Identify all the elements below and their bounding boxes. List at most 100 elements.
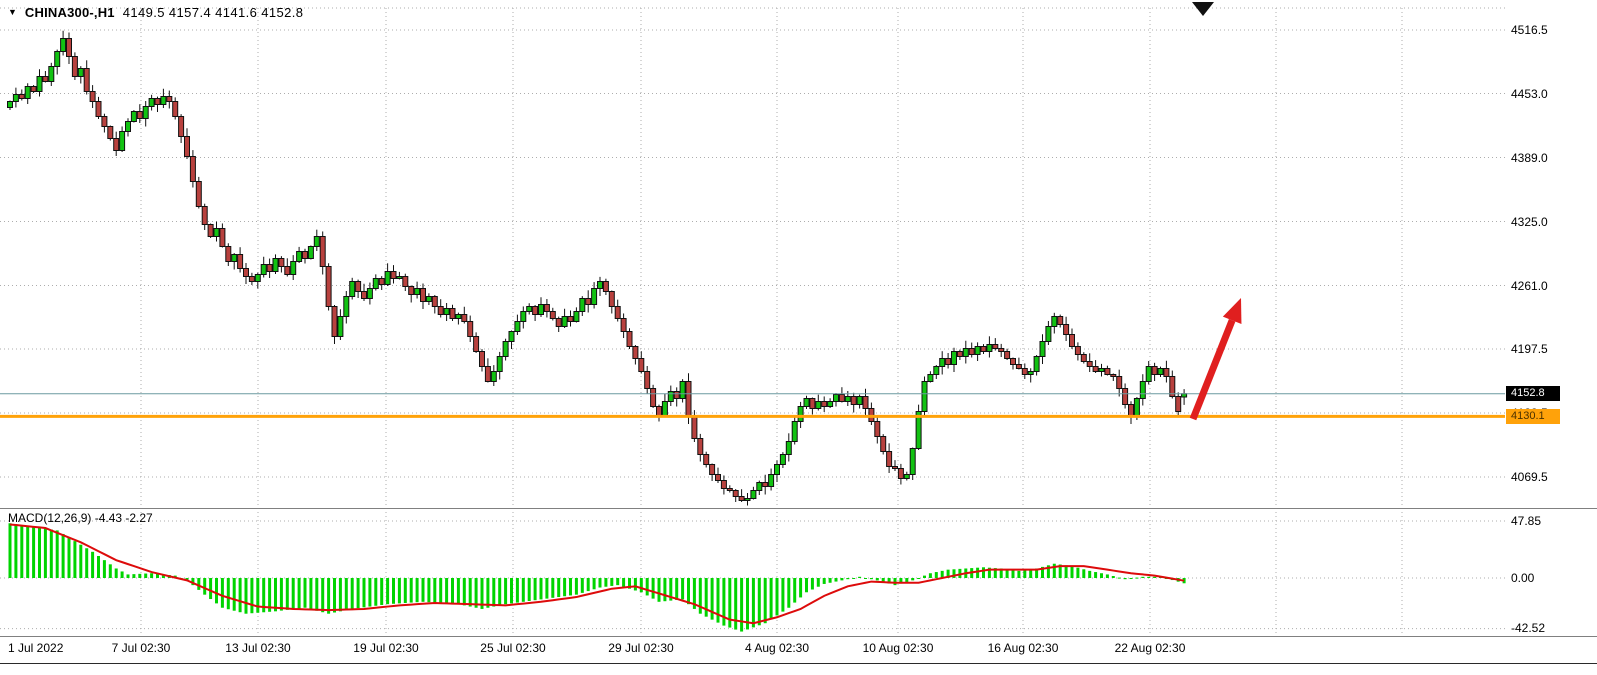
candle-body [750, 490, 757, 499]
candle-body [307, 246, 314, 259]
macd-bar [203, 578, 207, 595]
macd-bar [728, 578, 732, 628]
candle-body [779, 454, 786, 465]
candle-body [709, 464, 716, 475]
candle-body [538, 304, 544, 315]
macd-bar [244, 578, 248, 614]
candle-body [526, 306, 533, 312]
macd-bar [810, 578, 814, 590]
macd-bar [687, 578, 690, 605]
candle-body [378, 278, 385, 285]
candle-body [945, 358, 952, 365]
macd-bar [456, 578, 460, 605]
candle-body [998, 348, 1005, 352]
candle-body [1010, 358, 1016, 365]
price-tick-label: 4069.5 [1511, 470, 1548, 484]
candle-body [1080, 354, 1087, 362]
candle-body [897, 468, 904, 479]
macd-bar [869, 578, 873, 580]
macd-bar [816, 578, 820, 587]
candle-body [856, 396, 863, 405]
macd-bar [521, 578, 525, 602]
candle-body [532, 306, 539, 315]
candle-body [237, 254, 244, 269]
macd-bar [185, 578, 189, 581]
candle-body [927, 374, 934, 382]
macd-bar [333, 578, 336, 613]
candle-body [225, 246, 232, 262]
candle-body [738, 496, 745, 501]
macd-bar [639, 578, 643, 593]
macd-bar [421, 578, 425, 602]
candle-body [1139, 381, 1146, 399]
candle-body [254, 274, 261, 282]
candle-body [1145, 366, 1152, 382]
macd-bar [362, 578, 366, 608]
macd-histogram [8, 523, 1186, 632]
candle-body [791, 421, 798, 442]
candle-body [414, 288, 421, 295]
macd-bar [746, 578, 749, 630]
macd-bar [982, 567, 985, 578]
current-price-badge: 4152.8 [1506, 386, 1560, 402]
candle-body [679, 381, 686, 399]
macd-bar [439, 578, 443, 603]
macd-bar [604, 578, 608, 587]
macd-bar [102, 560, 106, 578]
macd-bar [197, 578, 201, 590]
macd-bar [934, 572, 938, 578]
macd-bar [256, 578, 260, 613]
candle-body [650, 388, 657, 407]
macd-bar [55, 530, 59, 578]
macd-bar [1129, 578, 1133, 579]
candle-body [1039, 341, 1046, 357]
candle-body [602, 281, 609, 292]
candle-body [66, 38, 72, 57]
chart-header: ▼ CHINA300-,H1 4149.5 4157.4 4141.6 4152… [8, 5, 303, 20]
macd-bar [881, 578, 885, 582]
candle-body [24, 86, 31, 99]
macd-bar [1070, 566, 1074, 578]
candle-body [673, 391, 680, 399]
candle-body [243, 268, 249, 277]
candle-body [1092, 366, 1099, 372]
candle-body [219, 228, 226, 247]
macd-bar [510, 578, 513, 604]
macd-bar [150, 573, 154, 578]
macd-bar [539, 578, 543, 600]
candle-body [579, 298, 586, 312]
macd-bar [993, 568, 997, 578]
candle-body [71, 56, 78, 77]
macd-bar [905, 578, 909, 582]
price-tick-label: 4197.5 [1511, 342, 1548, 356]
macd-bar [492, 578, 496, 607]
candle-body [313, 236, 320, 247]
macd-bar [285, 578, 289, 610]
candle-body [597, 281, 603, 289]
candle-body [48, 66, 55, 82]
macd-bar [545, 578, 549, 599]
orange-level-badge: 4130.1 [1506, 408, 1560, 424]
time-axis-label: 13 Jul 02:30 [225, 641, 291, 655]
macd-bar [580, 578, 584, 593]
candle-body [248, 276, 255, 282]
macd-bar [1076, 567, 1080, 578]
macd-bar [734, 578, 738, 630]
macd-bar [692, 578, 696, 609]
ohlc-values: 4149.5 4157.4 4141.6 4152.8 [122, 5, 304, 20]
macd-bar [1029, 569, 1033, 578]
macd-bar [1023, 570, 1027, 578]
macd-bar [73, 541, 77, 578]
candle-body [343, 296, 350, 317]
candle-body [1069, 334, 1075, 347]
price-tick-label: 4453.0 [1511, 86, 1548, 101]
candle-body [372, 278, 379, 289]
candle-body [30, 86, 37, 92]
macd-bar [793, 578, 797, 603]
macd-bar [651, 578, 655, 599]
macd-bar [433, 578, 437, 603]
symbol-dropdown-icon[interactable]: ▼ [8, 7, 17, 17]
candle-body [1074, 346, 1081, 355]
